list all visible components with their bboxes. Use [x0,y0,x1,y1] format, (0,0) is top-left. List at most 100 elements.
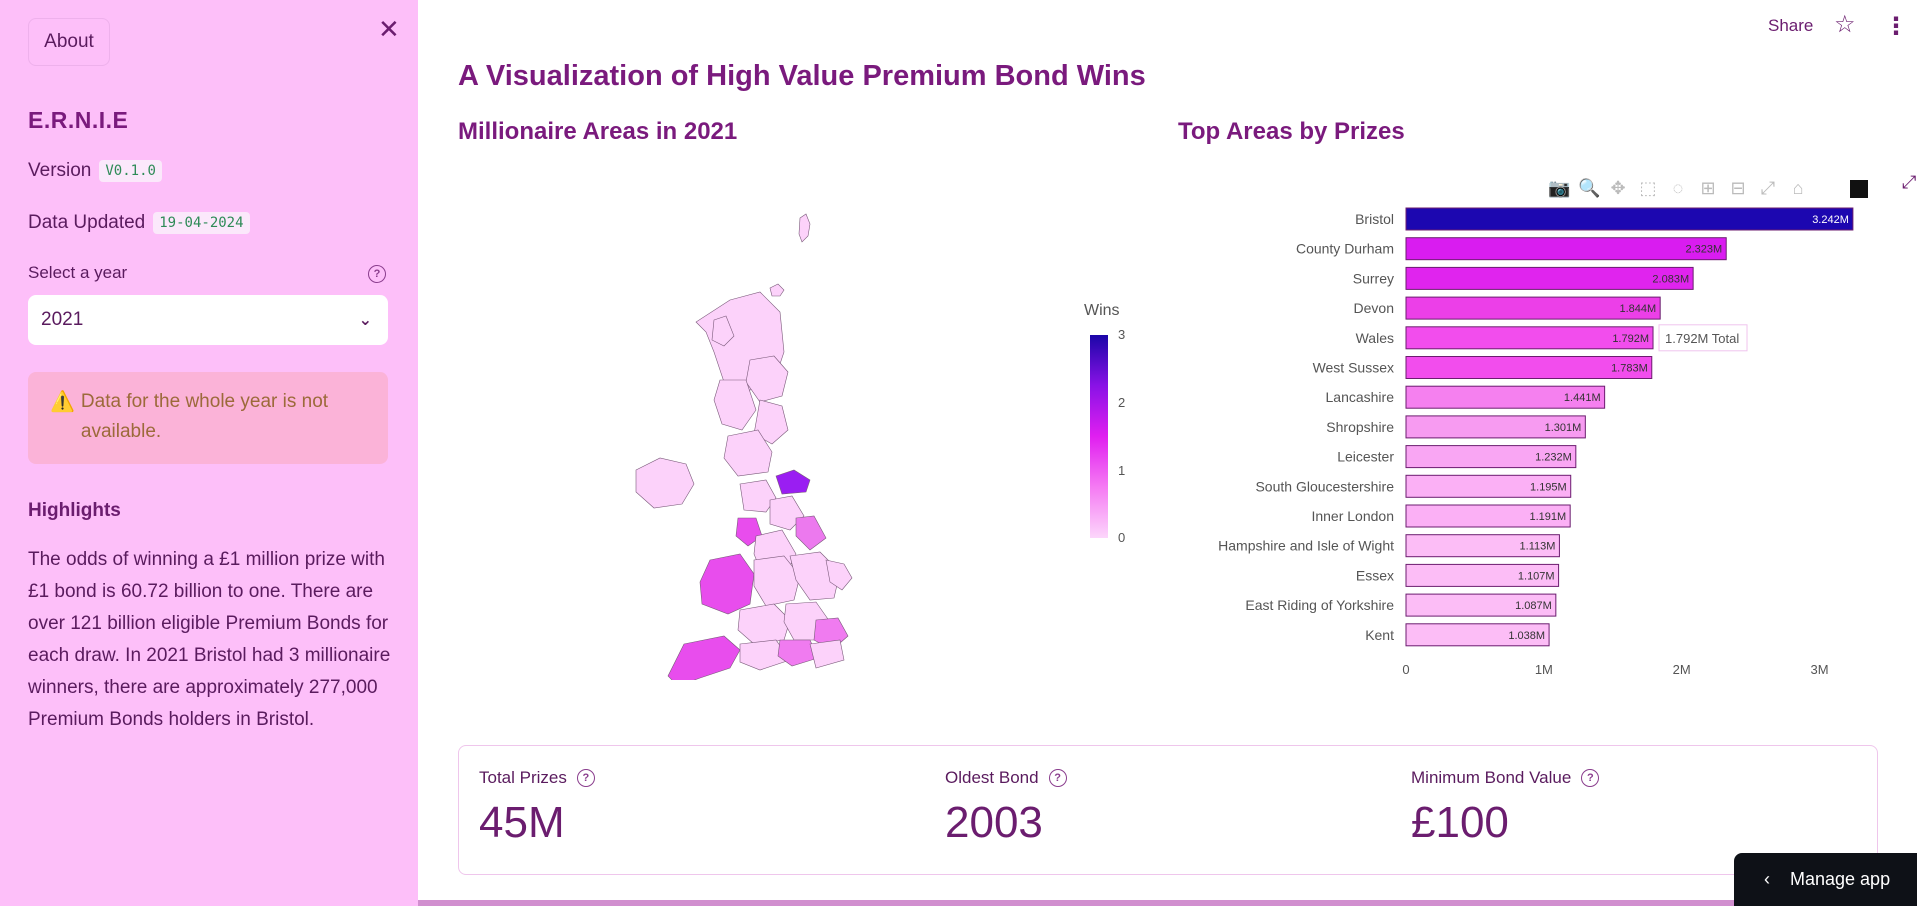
bar[interactable] [1405,474,1572,498]
version-label: Version [28,160,92,181]
bar-category-label: Shropshire [1326,419,1394,435]
metrics-container: Total Prizes ? 45M Oldest Bond ? 2003 Mi… [458,745,1878,875]
bar[interactable] [1405,593,1557,617]
share-button[interactable]: Share [1768,16,1814,35]
map-region [711,315,735,347]
map-region [795,515,827,551]
warning-icon: ⚠️ [50,391,75,413]
bar-chart[interactable]: Bristol 3.242M County Durham 2.323M Surrey 2.… [1178,200,1878,680]
pan-icon[interactable]: ✥ [1610,178,1626,198]
bar-value-label: 1.844M [1619,303,1656,315]
reset-axes-icon[interactable]: ⌂ [1792,178,1804,198]
bar-category-label: Essex [1356,567,1394,583]
bar-value-label: 2.323M [1686,244,1723,256]
camera-icon[interactable]: 📷 [1548,178,1571,198]
x-tick-label: 1M [1535,662,1553,677]
x-tick-label: 3M [1811,662,1829,677]
zoom-out-icon[interactable]: ⊟ [1730,178,1746,198]
chart-modebar: 📷 🔍 ✥ ⬚ ◌ ⊞ ⊟ ⤢ ⌂ [1548,178,1808,199]
app-name: E.R.N.I.E [28,107,129,133]
bar-value-label: 1.232M [1535,452,1572,464]
highlights-heading: Highlights [28,500,121,521]
page-title: A Visualization of High Value Premium Bo… [458,60,1146,92]
more-menu-icon[interactable]: ⋮ [1884,13,1908,40]
metric-value: £100 [1411,798,1509,847]
bar-value-label: 1.038M [1508,630,1545,642]
box-select-icon[interactable]: ⬚ [1639,178,1657,198]
map-region [769,283,785,297]
metric-total-prizes: Total Prizes ? 45M [479,768,595,848]
bar-value-label: 2.083M [1652,273,1689,285]
updated-label: Data Updated [28,212,146,233]
highlights-text: The odds of winning a £1 million prize w… [28,549,391,730]
bar[interactable] [1405,237,1727,261]
bar[interactable] [1405,534,1560,558]
bar[interactable] [1405,207,1854,231]
map-region [809,639,845,669]
map-region [825,559,853,591]
close-icon[interactable]: ✕ [378,14,400,44]
bar-category-label: Surrey [1353,270,1394,286]
chevron-down-icon: ⌄ [358,312,372,329]
help-icon[interactable]: ? [1581,769,1600,787]
bar-category-label: Lancashire [1326,389,1395,405]
map-region [739,639,791,671]
bar[interactable] [1405,563,1560,587]
help-icon[interactable]: ? [368,265,386,283]
metric-label: Oldest Bond [945,768,1039,787]
bar-value-label: 1.087M [1515,600,1552,612]
metric-label: Total Prizes [479,768,567,787]
bar[interactable] [1405,415,1586,439]
bar[interactable] [1405,445,1577,469]
hover-tooltip-text: 1.792M Total [1665,331,1739,346]
map-region [753,399,789,445]
year-select-label: Select a year [28,263,128,282]
plotly-logo-icon[interactable] [1850,180,1868,198]
bar-category-label: Kent [1365,627,1394,643]
fullscreen-icon[interactable]: ⤢ [1902,172,1917,192]
help-icon[interactable]: ? [1048,769,1067,787]
bar[interactable] [1405,356,1653,379]
help-icon[interactable]: ? [576,769,595,787]
zoom-icon[interactable]: 🔍 [1578,178,1601,198]
colorbar-tick: 1 [1118,463,1126,478]
bar-category-label: East Riding of Yorkshire [1245,597,1394,613]
bar-category-label: Leicester [1337,449,1394,465]
bar-value-label: 1.107M [1518,570,1555,582]
bar[interactable] [1405,504,1571,528]
x-tick-label: 0 [1402,662,1409,677]
colorbar-tick: 2 [1118,395,1126,410]
year-select[interactable]: 2021 ⌄ [28,295,388,345]
lasso-icon[interactable]: ◌ [1672,178,1684,198]
horizontal-scrollbar[interactable] [418,900,1734,906]
zoom-in-icon[interactable]: ⊞ [1700,178,1716,198]
metric-label: Minimum Bond Value [1411,768,1572,787]
star-icon[interactable]: ☆ [1834,11,1856,38]
bar-category-label: West Sussex [1313,360,1394,376]
map-region [667,635,741,680]
sidebar: About ✕ E.R.N.I.E Version V0.1.0 Data Up… [0,0,418,906]
bar-value-label: 1.301M [1545,422,1582,434]
autoscale-icon[interactable]: ⤢ [1760,178,1776,198]
bar[interactable] [1405,385,1606,409]
bar-category-label: Bristol [1355,211,1394,227]
version-value: V0.1.0 [99,160,162,182]
about-button[interactable]: About [28,18,110,66]
map-region [713,379,757,431]
bar-value-label: 1.792M [1612,333,1649,345]
x-tick-label: 2M [1673,662,1691,677]
bar[interactable] [1405,296,1661,320]
bar[interactable] [1405,266,1694,290]
manage-app-button[interactable]: ‹ Manage app [1734,853,1917,906]
bar-category-label: Hampshire and Isle of Wight [1218,538,1394,554]
bar[interactable] [1405,623,1550,647]
uk-choropleth-map[interactable] [620,200,880,680]
warning-alert: ⚠️ Data for the whole year is not availa… [28,372,388,464]
bar[interactable] [1405,326,1654,350]
bar-chart-title: Top Areas by Prizes [1178,118,1405,145]
manage-app-label: Manage app [1790,869,1891,889]
map-region [775,469,811,495]
map-region [798,213,811,243]
map-region [699,553,755,615]
